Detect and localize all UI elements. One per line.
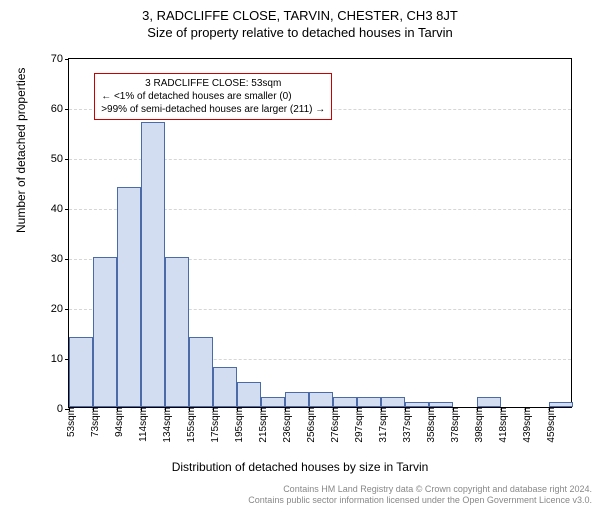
plot-area-wrap: 01020304050607053sqm73sqm94sqm114sqm134s…: [68, 58, 572, 408]
plot-area: 01020304050607053sqm73sqm94sqm114sqm134s…: [68, 58, 572, 408]
x-tick-label: 398sqm: [474, 407, 485, 443]
x-tick-label: 276sqm: [330, 407, 341, 443]
annotation-box: 3 RADCLIFFE CLOSE: 53sqm← <1% of detache…: [94, 73, 332, 120]
histogram-bar: [69, 337, 93, 407]
y-tick-mark: [65, 159, 69, 160]
x-tick-label: 175sqm: [210, 407, 221, 443]
y-tick-mark: [65, 209, 69, 210]
x-tick-label: 256sqm: [306, 407, 317, 443]
y-tick-label: 0: [39, 403, 63, 415]
x-tick-label: 297sqm: [354, 407, 365, 443]
footer-credits: Contains HM Land Registry data © Crown c…: [248, 484, 592, 507]
histogram-bar: [261, 397, 285, 407]
y-tick-label: 70: [39, 53, 63, 65]
y-tick-mark: [65, 109, 69, 110]
histogram-bar: [237, 382, 261, 407]
x-tick-label: 94sqm: [114, 407, 125, 437]
chart-title-sub: Size of property relative to detached ho…: [0, 25, 600, 40]
chart-title-main: 3, RADCLIFFE CLOSE, TARVIN, CHESTER, CH3…: [0, 8, 600, 23]
x-tick-label: 195sqm: [234, 407, 245, 443]
x-axis-label: Distribution of detached houses by size …: [0, 460, 600, 474]
histogram-bar: [477, 397, 501, 407]
histogram-bar: [117, 187, 141, 407]
x-tick-label: 114sqm: [138, 407, 149, 442]
histogram-bar: [357, 397, 381, 407]
y-tick-label: 20: [39, 303, 63, 315]
x-tick-label: 53sqm: [66, 407, 77, 437]
x-tick-label: 418sqm: [498, 407, 509, 443]
histogram-bar: [189, 337, 213, 407]
histogram-bar: [309, 392, 333, 407]
footer-line-2: Contains public sector information licen…: [248, 495, 592, 506]
y-tick-label: 60: [39, 103, 63, 115]
y-tick-label: 50: [39, 153, 63, 165]
y-axis-label: Number of detached properties: [14, 68, 28, 233]
histogram-bar: [213, 367, 237, 407]
y-tick-label: 10: [39, 353, 63, 365]
y-tick-mark: [65, 59, 69, 60]
footer-line-1: Contains HM Land Registry data © Crown c…: [248, 484, 592, 495]
x-tick-label: 73sqm: [90, 407, 101, 437]
y-tick-label: 40: [39, 203, 63, 215]
x-tick-label: 337sqm: [402, 407, 413, 443]
histogram-bar: [93, 257, 117, 407]
histogram-bar: [333, 397, 357, 407]
x-tick-label: 317sqm: [378, 407, 389, 443]
annotation-line: >99% of semi-detached houses are larger …: [101, 103, 325, 116]
annotation-line: ← <1% of detached houses are smaller (0): [101, 90, 325, 103]
x-tick-label: 459sqm: [546, 407, 557, 443]
x-tick-label: 378sqm: [450, 407, 461, 443]
y-tick-label: 30: [39, 253, 63, 265]
y-tick-mark: [65, 309, 69, 310]
histogram-bar: [141, 122, 165, 407]
x-tick-label: 155sqm: [186, 407, 197, 443]
annotation-line: 3 RADCLIFFE CLOSE: 53sqm: [101, 77, 325, 90]
x-tick-label: 358sqm: [426, 407, 437, 443]
x-tick-label: 236sqm: [282, 407, 293, 443]
x-tick-label: 134sqm: [162, 407, 173, 443]
x-tick-label: 215sqm: [258, 407, 269, 443]
histogram-bar: [165, 257, 189, 407]
y-tick-mark: [65, 259, 69, 260]
histogram-bar: [285, 392, 309, 407]
x-tick-label: 439sqm: [522, 407, 533, 443]
histogram-bar: [381, 397, 405, 407]
